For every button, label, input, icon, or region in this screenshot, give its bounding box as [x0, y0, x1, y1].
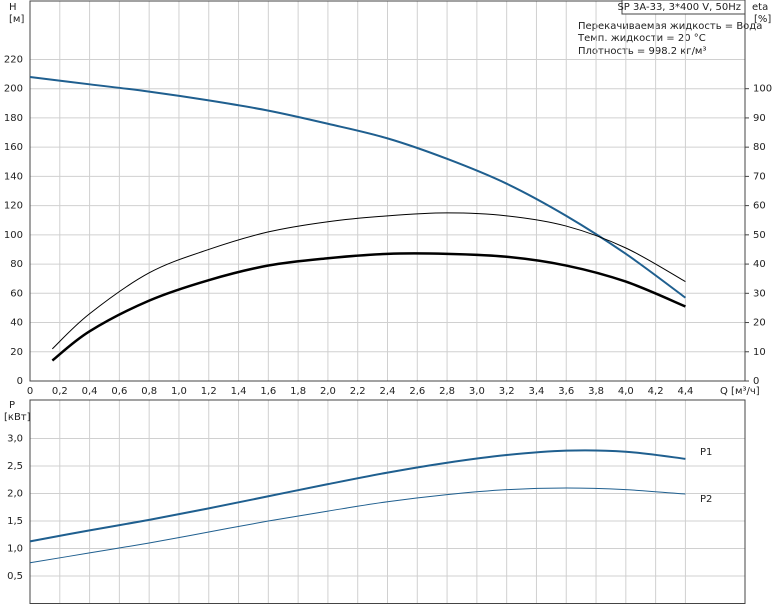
x-tick-label: 0: [27, 386, 33, 397]
x-tick-label: 1,6: [260, 386, 276, 397]
x-tick-label: 4,0: [618, 386, 634, 397]
y2-tick-label: 20: [753, 318, 766, 329]
y2-tick-label: 50: [753, 230, 766, 241]
y-tick-label: 1,0: [7, 544, 23, 555]
y2-tick-label: 100: [753, 84, 772, 95]
curve: [29, 449, 686, 543]
x-tick-label: 3,4: [529, 386, 545, 397]
y2-tick-label: 40: [753, 259, 766, 270]
y2-tick-label: 0: [753, 376, 759, 387]
y-tick-label: 140: [4, 171, 23, 182]
x-tick-label: 0,4: [82, 386, 98, 397]
x-tick-label: 0,2: [52, 386, 68, 397]
y-tick-label: 0,5: [7, 571, 23, 582]
y-tick-label: 2,5: [7, 461, 23, 472]
y-tick-label: 60: [10, 288, 23, 299]
x-tick-label: 2,8: [439, 386, 455, 397]
y2-axis-label: eta: [752, 2, 768, 13]
y-tick-label: 1,5: [7, 516, 23, 527]
x-tick-label: 4,2: [648, 386, 664, 397]
x-tick-label: 2,4: [380, 386, 396, 397]
x-axis-label: Q [м³/ч]: [720, 386, 760, 397]
y-tick-label: 80: [10, 259, 23, 270]
y-tick-label: 2,0: [7, 489, 23, 500]
y2-tick-label: 60: [753, 201, 766, 212]
y-tick-label: 0: [17, 376, 23, 387]
y2-tick-label: 10: [753, 347, 766, 358]
y-tick-label: 3,0: [7, 434, 23, 445]
x-tick-label: 1,0: [171, 386, 187, 397]
y-axis-label: H: [9, 2, 17, 13]
y-tick-label: 220: [4, 54, 23, 65]
y-axis-label: P: [9, 400, 15, 411]
y-axis-unit: [м]: [9, 14, 24, 25]
info-temperature: Темп. жидкости = 20 °C: [577, 33, 706, 44]
x-tick-label: 0,6: [111, 386, 127, 397]
y-tick-label: 180: [4, 113, 23, 124]
y2-tick-label: 70: [753, 171, 766, 182]
x-tick-label: 2,2: [350, 386, 366, 397]
info-box: [621, 0, 746, 15]
pump-model: SP 3A-33, 3*400 V, 50Hz: [617, 2, 741, 13]
series-label: P2: [700, 494, 712, 505]
y2-tick-label: 80: [753, 142, 766, 153]
x-tick-label: 0,8: [141, 386, 157, 397]
x-tick-label: 3,8: [588, 386, 604, 397]
y-axis-unit: [кВт]: [4, 412, 31, 423]
y-tick-label: 200: [4, 84, 23, 95]
y-tick-label: 20: [10, 347, 23, 358]
y2-axis-unit: [%]: [754, 14, 771, 25]
x-tick-label: 3,6: [558, 386, 574, 397]
x-tick-label: 2,6: [409, 386, 425, 397]
y-tick-label: 120: [4, 201, 23, 212]
curve: [29, 76, 687, 299]
x-tick-label: 2,0: [320, 386, 336, 397]
x-tick-label: 1,8: [290, 386, 306, 397]
x-tick-label: 3,2: [499, 386, 515, 397]
x-tick-label: 3,0: [469, 386, 485, 397]
info-density: Плотность = 998.2 кг/м³: [578, 46, 707, 57]
x-tick-label: 1,2: [201, 386, 217, 397]
curve: [52, 212, 686, 350]
curve: [29, 487, 686, 564]
y-tick-label: 160: [4, 142, 23, 153]
plot-frame: [29, 0, 746, 382]
y-tick-label: 100: [4, 230, 23, 241]
info-liquid: Перекачиваемая жидкость = Вода: [578, 21, 762, 32]
y2-tick-label: 90: [753, 113, 766, 124]
series-label: P1: [700, 447, 712, 458]
plot-frame: [29, 399, 746, 604]
curve: [51, 252, 686, 362]
x-tick-label: 4,4: [677, 386, 693, 397]
y2-tick-label: 30: [753, 288, 766, 299]
y-tick-label: 40: [10, 318, 23, 329]
x-tick-label: 1,4: [231, 386, 247, 397]
